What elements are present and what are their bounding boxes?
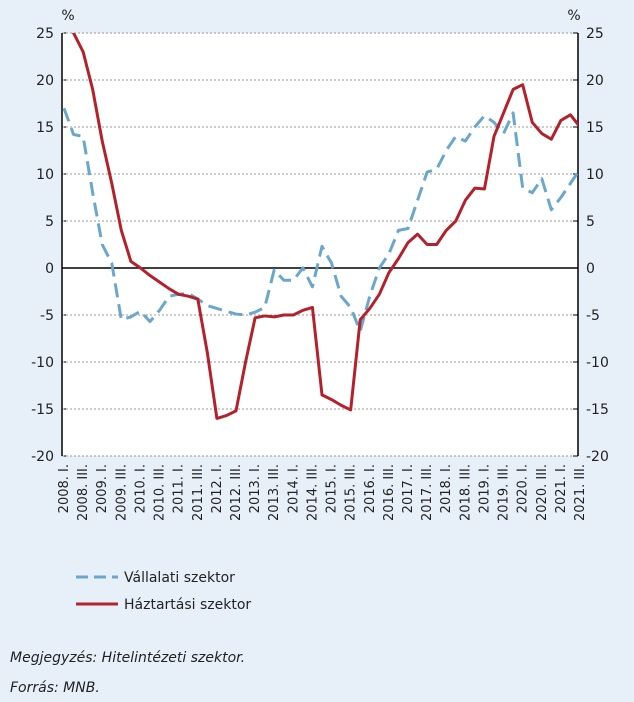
plot-area <box>62 33 578 456</box>
x-tick-label: 2017. III. <box>420 464 435 521</box>
x-tick-label: 2011. I. <box>172 464 187 513</box>
legend-label: Vállalati szektor <box>124 570 235 586</box>
y-tick-label: -15 <box>31 402 54 418</box>
x-tick-label: 2019. I. <box>477 464 492 513</box>
x-tick-label: 2018. III. <box>458 464 473 521</box>
series-group <box>62 33 578 420</box>
x-tick-label: 2012. I. <box>210 464 225 513</box>
x-tick-label: 2010. I. <box>133 464 148 513</box>
x-tick-label: 2018. I. <box>439 464 454 513</box>
y-tick-label: -20 <box>31 449 54 465</box>
x-tick-label: 2017. I. <box>401 464 416 513</box>
y-tick-label: 5 <box>45 214 54 230</box>
x-tick-label: 2016. I. <box>363 464 378 513</box>
y2-tick-label: 10 <box>586 167 604 183</box>
y-tick-label: 0 <box>45 261 54 277</box>
x-tick-label: 2013. I. <box>248 464 263 513</box>
source: Forrás: MNB. <box>10 680 100 696</box>
x-tick-label: 2014. III. <box>305 464 320 521</box>
x-tick-label: 2013. III. <box>267 464 282 521</box>
y-tick-label: -5 <box>40 308 54 324</box>
y-axis-label: % <box>61 8 74 24</box>
y-tick-label: 10 <box>36 167 54 183</box>
x-tick-label: 2020. I. <box>516 464 531 513</box>
line-series <box>71 33 578 420</box>
x-tick-label: 2010. III. <box>153 464 168 521</box>
x-tick-label: 2021. III. <box>573 464 588 521</box>
x-tick-label: 2008. I. <box>57 464 72 513</box>
x-tick-label: 2011. III. <box>191 464 206 521</box>
y2-tick-label: 15 <box>586 120 604 136</box>
x-tick-label: 2019. III. <box>497 464 512 521</box>
x-tick-label: 2015. III. <box>344 464 359 521</box>
y-tick-label: -10 <box>31 355 54 371</box>
y-tick-label: 20 <box>36 73 54 89</box>
y2-tick-label: -15 <box>586 402 609 418</box>
y-tick-label: 15 <box>36 120 54 136</box>
y2-tick-label: -20 <box>586 449 609 465</box>
y2-tick-label: 0 <box>586 261 595 277</box>
x-tick-label: 2009. III. <box>114 464 129 521</box>
y2-axis-label: % <box>567 8 580 24</box>
x-tick-label: 2012. III. <box>229 464 244 521</box>
y2-tick-label: 5 <box>586 214 595 230</box>
x-tick-label: 2020. III. <box>535 464 550 521</box>
x-tick-label: 2021. I. <box>554 464 569 513</box>
y2-tick-label: -10 <box>586 355 609 371</box>
note: Megjegyzés: Hitelintézeti szektor. <box>10 650 245 666</box>
y2-tick-label: 20 <box>586 73 604 89</box>
legend-label: Háztartási szektor <box>124 597 251 613</box>
y-tick-label: 25 <box>36 26 54 42</box>
x-tick-label: 2009. I. <box>95 464 110 513</box>
x-tick-label: 2008. III. <box>76 464 91 521</box>
y2-tick-label: 25 <box>586 26 604 42</box>
x-tick-label: 2014. I. <box>286 464 301 513</box>
x-tick-label: 2016. III. <box>382 464 397 521</box>
line-series <box>62 107 578 333</box>
x-tick-label: 2015. I. <box>325 464 340 513</box>
y2-tick-label: -5 <box>586 308 600 324</box>
